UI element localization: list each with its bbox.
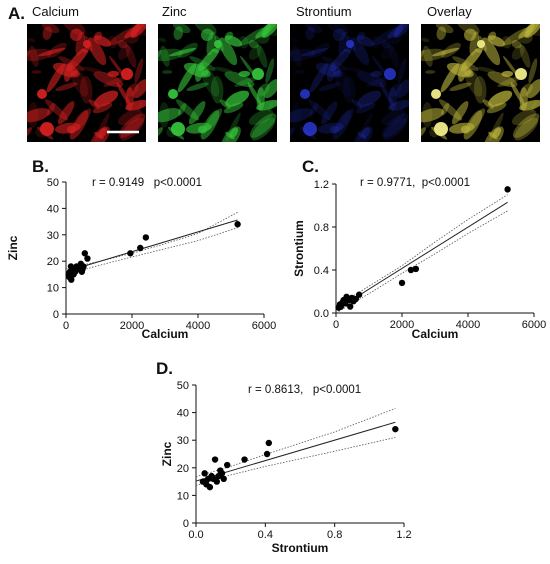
chart-d-x-tick-label: 0.4 — [258, 529, 273, 541]
chart-c-x-tick-label: 2000 — [390, 319, 414, 331]
chart-b-y-tick-label: 50 — [47, 177, 59, 189]
chart-c-data-point — [355, 291, 363, 298]
chart-d-data-point — [206, 483, 214, 491]
chart-d-data-point — [218, 470, 226, 477]
chart-b-data-point — [127, 250, 134, 257]
chart-d-x-tick-label: 0.0 — [188, 529, 203, 541]
chart-d-data-point — [265, 439, 272, 447]
overlay-image-label: Overlay — [427, 4, 472, 19]
chart-c-ci-lower-line — [335, 210, 508, 314]
panel-a-letter: A. — [8, 4, 25, 23]
panel-b-letter: B. — [32, 157, 49, 176]
chart-c-data-point — [504, 186, 511, 193]
scatter-chart-strontium-vs-calcium: 0 2000 4000 6000 0.0 0.4 0.8 1.2 Calcium Strontiu… — [292, 177, 546, 341]
chart-c-x-tick-label: 0 — [333, 319, 339, 331]
chart-d-data-point — [211, 456, 219, 463]
chart-c-data-point — [412, 265, 420, 273]
chart-c-y-axis-label: Strontium — [292, 220, 306, 277]
chart-b-data-point — [81, 250, 89, 257]
chart-d-y-tick-label: 10 — [177, 490, 189, 502]
chart-c-y-tick-label: 1.2 — [314, 179, 329, 191]
chart-d-y-tick-label: 0 — [183, 518, 189, 530]
chart-c-y-tick-label: 0.4 — [314, 265, 329, 277]
chart-c-y-tick-label: 0.0 — [314, 308, 329, 320]
chart-d-data-point — [224, 461, 231, 469]
chart-d-data-point — [241, 456, 248, 463]
calcium-micrograph — [27, 24, 146, 142]
scatter-chart-zinc-vs-strontium: 0.0 0.4 0.8 1.2 0 10 20 30 40 50 Strontium Zinc r = … — [160, 380, 411, 555]
chart-c-x-tick-label: 4000 — [456, 319, 480, 331]
chart-d-x-tick-label: 1.2 — [396, 529, 411, 541]
chart-b-data-point — [80, 263, 87, 270]
chart-c-x-tick-label: 6000 — [522, 319, 546, 331]
chart-d-y-tick-label: 50 — [177, 380, 189, 392]
chart-c-stats-annotation: r = 0.9771, p<0.0001 — [360, 177, 470, 189]
chart-b-x-tick-label: 0 — [63, 320, 69, 332]
chart-b-x-tick-label: 6000 — [252, 320, 276, 332]
chart-d-data-point — [220, 475, 227, 483]
zinc-micrograph — [158, 24, 277, 142]
chart-d-stats-annotation: r = 0.8613, p<0.0001 — [248, 384, 361, 396]
chart-b-data-point — [68, 276, 75, 283]
chart-b-stats-annotation: r = 0.9149 p<0.0001 — [92, 177, 202, 189]
chart-b-data-point — [234, 221, 241, 228]
chart-d-data-point — [392, 425, 399, 433]
chart-b-y-tick-label: 0 — [53, 309, 59, 321]
chart-b-y-tick-label: 30 — [47, 230, 59, 242]
chart-c-ci-upper-line — [335, 194, 508, 307]
strontium-image-label: Strontium — [296, 4, 352, 19]
chart-c-data-point — [407, 266, 415, 274]
chart-b-y-tick-label: 10 — [47, 283, 59, 295]
zinc-image-label: Zinc — [162, 4, 187, 19]
chart-c-data-point — [398, 279, 406, 287]
overlay-micrograph — [421, 24, 540, 142]
strontium-micrograph — [290, 24, 409, 142]
chart-b-data-point — [142, 234, 150, 241]
chart-b-y-tick-label: 20 — [47, 256, 59, 268]
chart-d-y-tick-label: 20 — [177, 463, 189, 475]
scatter-chart-zinc-vs-calcium: 0 2000 4000 6000 0 10 20 30 40 50 Calcium Zinc r = 0… — [6, 177, 276, 341]
chart-d-data-point — [213, 478, 220, 485]
panel-c-letter: C. — [302, 157, 319, 176]
chart-d-regression-line — [195, 421, 396, 482]
chart-d-y-tick-label: 40 — [177, 408, 189, 420]
chart-c-x-axis-label: Calcium — [412, 327, 459, 341]
chart-b-data-point — [137, 244, 144, 252]
chart-d-x-axis-label: Strontium — [272, 541, 329, 555]
chart-b-regression-line — [65, 219, 238, 272]
panel-d-letter: D. — [156, 359, 173, 378]
chart-c-regression-line — [335, 201, 508, 311]
chart-b-y-tick-label: 40 — [47, 203, 59, 215]
chart-b-x-axis-label: Calcium — [142, 327, 189, 341]
chart-d-y-tick-label: 30 — [177, 435, 189, 447]
chart-d-data-point — [263, 450, 271, 458]
chart-b-ci-upper-line — [65, 212, 238, 269]
chart-b-data-point — [84, 255, 91, 262]
calcium-image-label: Calcium — [32, 4, 79, 19]
chart-b-ci-lower-line — [65, 227, 238, 275]
chart-c-y-tick-label: 0.8 — [314, 222, 329, 234]
chart-b-y-axis-label: Zinc — [6, 235, 20, 260]
chart-c-data-point — [346, 303, 354, 310]
chart-d-y-axis-label: Zinc — [160, 441, 174, 466]
chart-b-x-tick-label: 2000 — [120, 320, 144, 332]
chart-d-x-tick-label: 0.8 — [327, 529, 342, 541]
chart-b-x-tick-label: 4000 — [186, 320, 210, 332]
chart-d-data-point — [201, 470, 208, 477]
